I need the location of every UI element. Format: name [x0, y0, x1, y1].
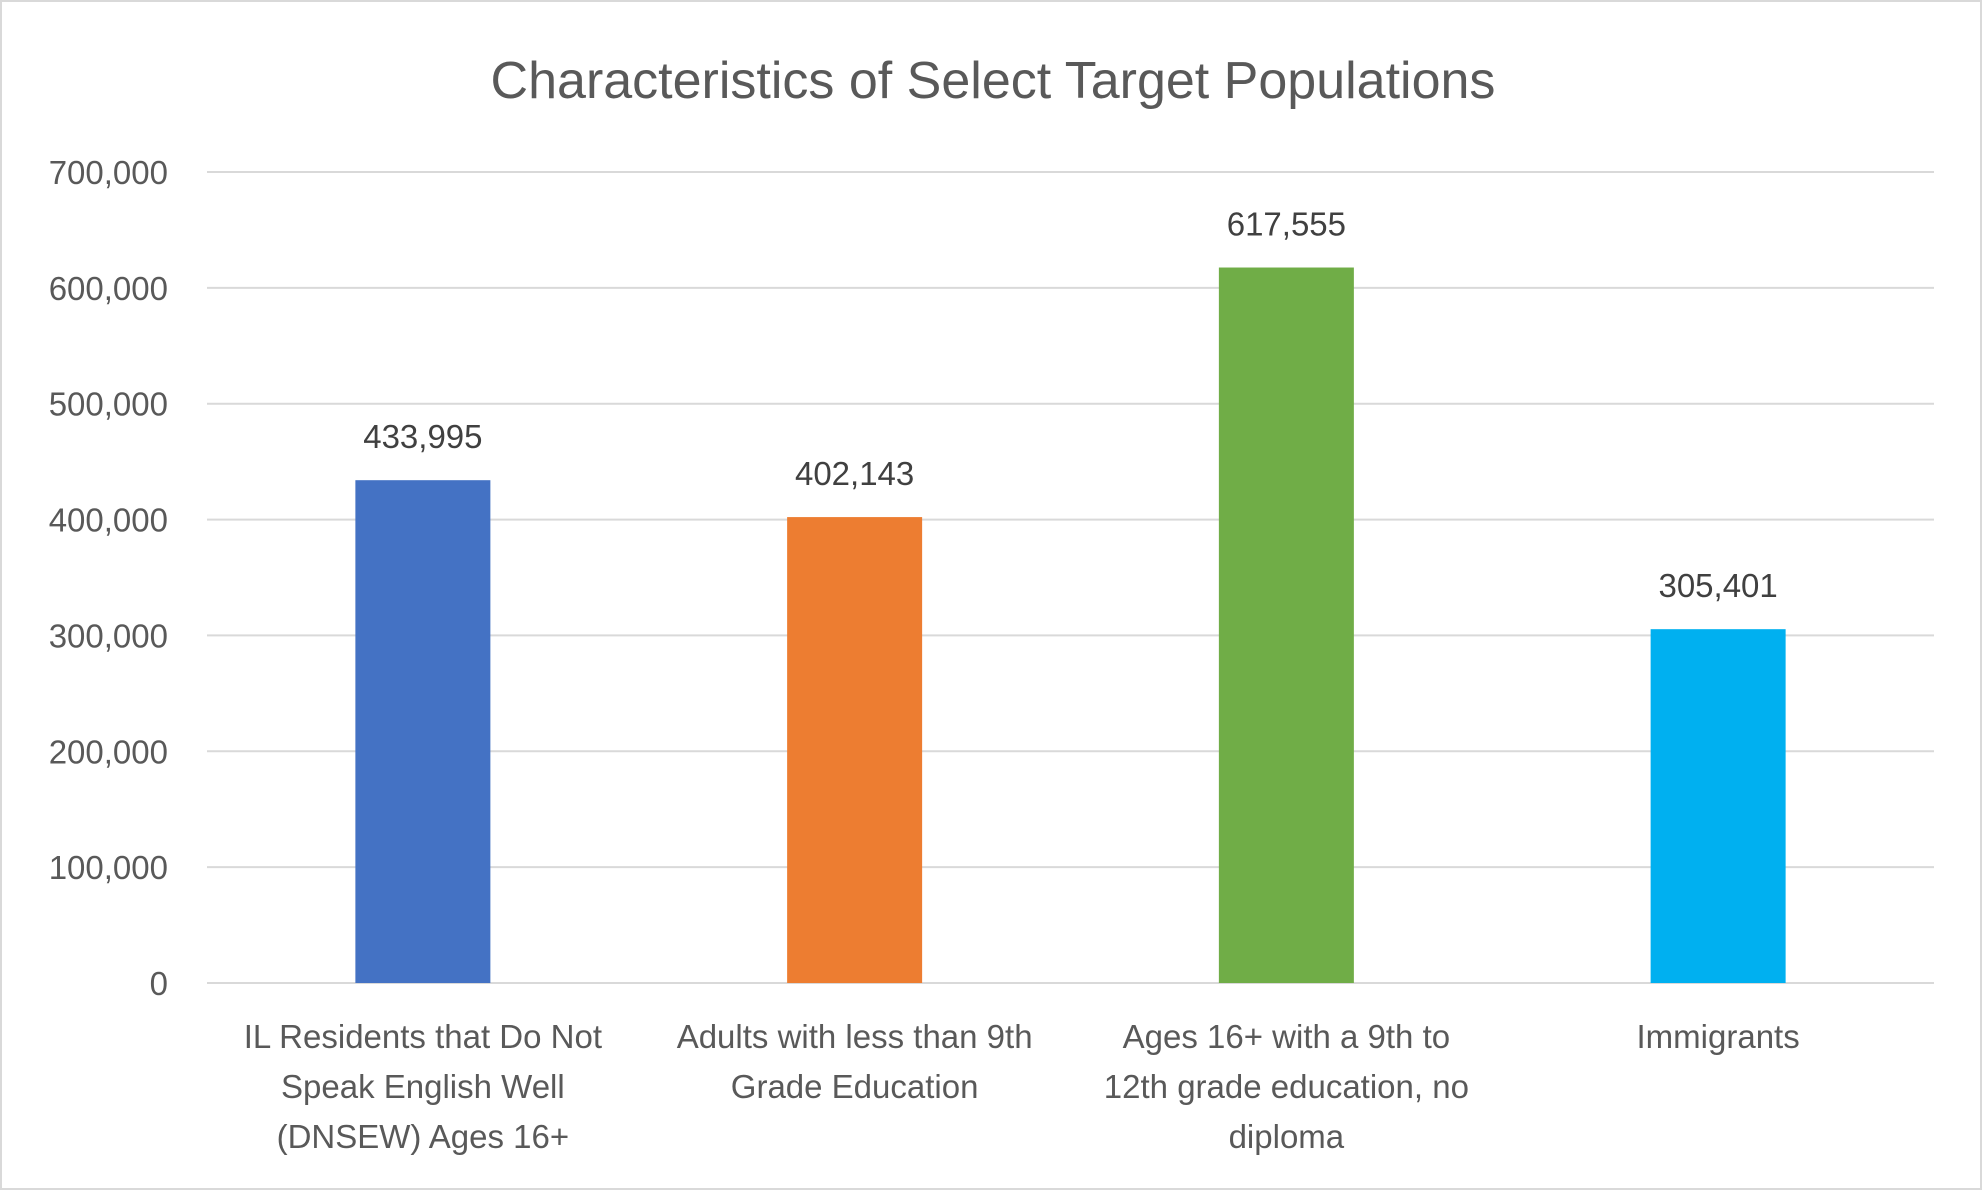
data-label: 433,995 — [363, 418, 482, 455]
data-label: 617,555 — [1227, 206, 1346, 243]
y-tick-label: 100,000 — [49, 849, 168, 886]
bar — [1650, 629, 1786, 983]
y-tick-label: 0 — [150, 965, 168, 1002]
x-tick-label: IL Residents that Do Not — [244, 1018, 602, 1055]
gridlines — [207, 171, 1934, 984]
y-tick-label: 200,000 — [49, 733, 168, 770]
x-tick-label: (DNSEW) Ages 16+ — [277, 1118, 570, 1155]
x-tick-label: Immigrants — [1637, 1018, 1800, 1055]
y-tick-label: 500,000 — [49, 386, 168, 423]
y-tick-label: 700,000 — [49, 154, 168, 191]
y-tick-label: 300,000 — [49, 617, 168, 654]
category-labels: IL Residents that Do Not Speak English We… — [244, 1018, 1800, 1155]
chart-title: Characteristics of Select Target Populat… — [491, 52, 1496, 110]
y-tick-label: 400,000 — [49, 502, 168, 539]
x-tick-label: Ages 16+ with a 9th to — [1123, 1018, 1450, 1055]
x-tick-label: diploma — [1229, 1118, 1345, 1155]
bar — [1218, 267, 1354, 983]
data-labels: 433,995 402,143 617,555 305,401 — [363, 206, 1778, 605]
data-label: 402,143 — [795, 455, 914, 492]
x-tick-label: Adults with less than 9th — [677, 1018, 1033, 1055]
y-tick-label: 600,000 — [49, 270, 168, 307]
y-axis-ticks: 0 100,000 200,000 300,000 400,000 500,000 600,… — [49, 154, 168, 1002]
x-tick-label: 12th grade education, no — [1104, 1068, 1469, 1105]
bars — [355, 267, 1786, 983]
x-tick-label: Grade Education — [731, 1068, 979, 1105]
bar — [355, 480, 491, 983]
data-label: 305,401 — [1658, 567, 1777, 604]
bar — [787, 517, 923, 983]
x-tick-label: Speak English Well — [281, 1068, 565, 1105]
